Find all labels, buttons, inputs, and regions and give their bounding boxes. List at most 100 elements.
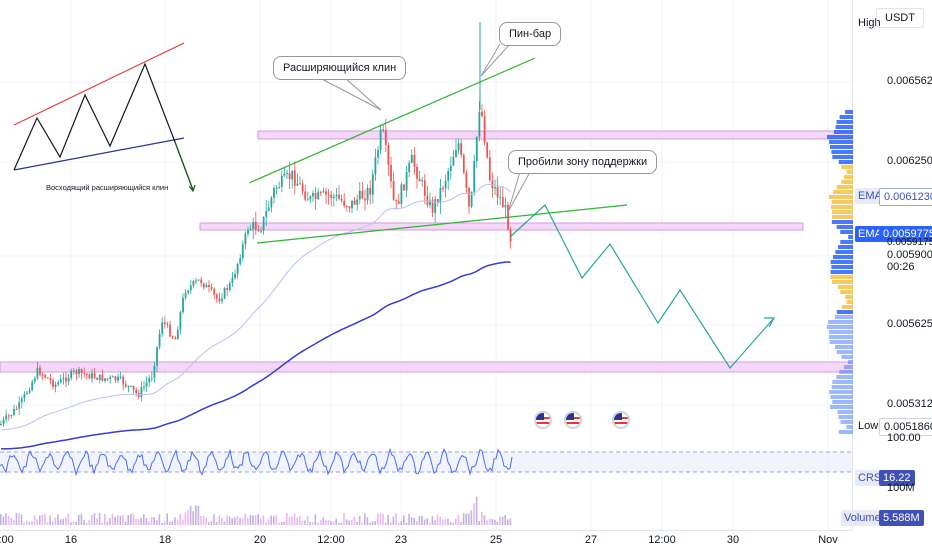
wedge-lower-line[interactable] <box>256 204 628 244</box>
time-tick: Nov <box>818 534 838 546</box>
volume-bar <box>421 515 423 525</box>
candle <box>182 293 184 315</box>
us-flag-event-icon[interactable] <box>564 411 582 429</box>
volume-bar <box>491 518 493 525</box>
time-axis[interactable]: 12:00 16 18 20 12:00 23 25 27 12:00 30 N… <box>0 530 852 551</box>
candle <box>384 118 387 152</box>
volume-bar <box>228 516 231 525</box>
candle <box>153 361 156 383</box>
volume-bar <box>75 521 77 525</box>
candle <box>291 170 294 189</box>
candle <box>75 368 78 381</box>
volume-profile-bar <box>839 370 853 374</box>
volume-bar <box>384 522 387 525</box>
volume-profile-bar <box>832 280 853 284</box>
volume-bar <box>314 514 317 525</box>
volume-bar <box>397 522 400 525</box>
candle <box>343 192 346 209</box>
volume-bar <box>452 522 454 525</box>
volume-bar <box>280 521 283 525</box>
candle <box>504 197 507 219</box>
candle <box>431 196 434 218</box>
us-flag-event-icon[interactable] <box>612 411 630 429</box>
wedge-callout[interactable]: Расширяющийся клин <box>273 56 407 80</box>
candle <box>15 405 18 411</box>
support-break-callout[interactable]: Пробили зону поддержки <box>508 150 658 174</box>
volume-bar <box>343 513 345 525</box>
candle <box>397 194 400 205</box>
volume-bar <box>145 518 148 525</box>
candle <box>7 413 10 421</box>
us-flag-event-icon[interactable] <box>534 411 552 429</box>
volume-bar <box>39 515 41 525</box>
candle <box>338 185 340 201</box>
chart-area[interactable]: Расширяющийся клин Пин-бар Пробили зону … <box>0 0 854 530</box>
ema-slow-line <box>1 261 511 450</box>
volume-bar <box>434 520 436 525</box>
volume-bar <box>36 519 38 525</box>
candle <box>80 368 83 380</box>
volume-bar <box>179 513 181 525</box>
candle <box>70 368 73 381</box>
candle <box>44 374 47 380</box>
volume-bar <box>119 515 122 525</box>
candles <box>0 22 512 428</box>
candle <box>122 374 125 391</box>
volume-bar <box>252 515 254 525</box>
resistance-zone[interactable] <box>257 130 854 140</box>
wedge-diagram <box>13 42 196 193</box>
volume-bar <box>475 496 478 525</box>
volume-bars <box>0 496 512 525</box>
price-tick: 0.0065625 <box>887 75 932 87</box>
candle <box>26 390 28 396</box>
candle <box>119 371 122 380</box>
volume-bar <box>23 522 25 525</box>
candle <box>202 282 205 291</box>
candle <box>306 191 309 201</box>
candle <box>148 375 151 387</box>
candle <box>171 335 174 340</box>
volume-profile-bar <box>845 295 853 299</box>
candle <box>93 367 96 380</box>
pinbar-callout[interactable]: Пин-бар <box>499 22 562 46</box>
crsi-pane[interactable] <box>0 447 852 477</box>
volume-bar <box>93 513 96 525</box>
volume-bar <box>57 514 59 525</box>
volume-profile-bar <box>832 255 853 259</box>
candle <box>189 279 192 295</box>
candle <box>421 176 424 187</box>
candle <box>59 374 62 384</box>
price-chart[interactable] <box>0 0 854 530</box>
volume-bar <box>59 519 62 525</box>
wedge-upper-line[interactable] <box>248 57 536 184</box>
volume-value-badge: 5.588M <box>879 510 924 526</box>
candle <box>371 170 374 204</box>
volume-profile-bar <box>837 410 853 414</box>
volume-bar <box>7 515 10 525</box>
candle <box>325 187 327 204</box>
volume-profile-bar <box>831 265 853 269</box>
lower-support-zone[interactable] <box>0 361 854 373</box>
volume-bar <box>241 518 244 525</box>
volume-bar <box>338 522 340 525</box>
candle <box>475 136 478 168</box>
volume-profile-bar <box>846 300 853 304</box>
candle <box>221 293 223 304</box>
volume-bar <box>83 520 85 525</box>
candle <box>270 195 273 213</box>
support-zone[interactable] <box>199 222 804 231</box>
volume-bar <box>322 517 324 525</box>
volume-bar <box>457 514 460 525</box>
currency-selector[interactable]: USDT <box>876 8 924 28</box>
volume-bar <box>143 514 145 525</box>
candle <box>210 283 213 291</box>
candle <box>377 146 379 165</box>
candle <box>13 404 15 416</box>
projection-path[interactable] <box>509 204 775 369</box>
candle <box>286 169 288 179</box>
volume-profile-bar <box>829 340 853 344</box>
candle <box>213 287 216 300</box>
volume-profile-bar <box>846 170 853 174</box>
volume-bar <box>361 522 363 525</box>
